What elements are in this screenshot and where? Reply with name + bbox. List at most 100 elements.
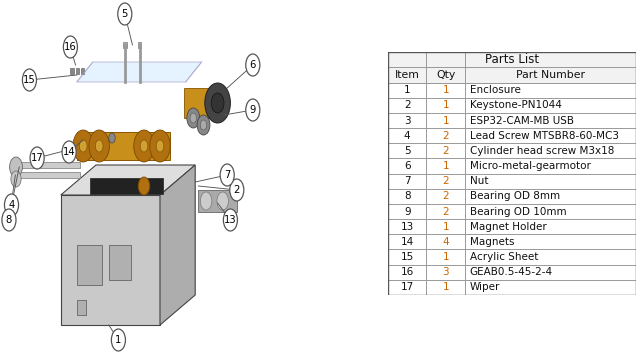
Polygon shape <box>160 165 195 325</box>
Text: 17: 17 <box>401 282 414 292</box>
Bar <box>388 67 636 83</box>
Bar <box>388 128 636 143</box>
Text: 2: 2 <box>442 191 449 202</box>
Circle shape <box>220 164 234 186</box>
Text: Keystone-PN1044: Keystone-PN1044 <box>470 100 562 110</box>
Bar <box>388 98 636 113</box>
Text: 8: 8 <box>404 191 410 202</box>
Bar <box>109 245 131 280</box>
Bar <box>388 204 636 219</box>
Circle shape <box>134 130 154 162</box>
Text: 9: 9 <box>404 207 410 216</box>
Text: 9: 9 <box>250 105 256 115</box>
Circle shape <box>2 209 16 231</box>
Bar <box>77 300 86 315</box>
Text: Bearing OD 8mm: Bearing OD 8mm <box>470 191 560 202</box>
Bar <box>388 219 636 234</box>
Circle shape <box>62 141 76 163</box>
Text: 7: 7 <box>404 176 410 186</box>
Circle shape <box>150 130 170 162</box>
Bar <box>388 250 636 265</box>
Text: 2: 2 <box>442 207 449 216</box>
Text: 3: 3 <box>442 267 449 277</box>
Bar <box>123 42 127 48</box>
Text: 8: 8 <box>6 215 12 225</box>
Text: 1: 1 <box>442 222 449 232</box>
Text: 1: 1 <box>442 100 449 110</box>
Text: 2: 2 <box>442 131 449 141</box>
Text: Nut: Nut <box>470 176 488 186</box>
Polygon shape <box>77 62 202 82</box>
Text: 5: 5 <box>404 146 410 156</box>
Text: 13: 13 <box>401 222 414 232</box>
Text: Qty: Qty <box>436 70 455 80</box>
Text: 1: 1 <box>442 85 449 95</box>
Circle shape <box>187 108 200 128</box>
Text: 1: 1 <box>442 161 449 171</box>
Bar <box>388 52 636 67</box>
Text: Item: Item <box>395 70 420 80</box>
Bar <box>81 68 84 74</box>
Text: Parts List: Parts List <box>485 53 539 66</box>
Text: Cylinder head screw M3x18: Cylinder head screw M3x18 <box>470 146 614 156</box>
Text: ESP32-CAM-MB USB: ESP32-CAM-MB USB <box>470 115 574 126</box>
Bar <box>388 113 636 128</box>
Text: 4: 4 <box>442 237 449 247</box>
Circle shape <box>197 115 210 135</box>
Text: Lead Screw MTSBR8-60-MC3: Lead Screw MTSBR8-60-MC3 <box>470 131 619 141</box>
Circle shape <box>205 83 230 123</box>
Text: 6: 6 <box>250 60 256 70</box>
Text: 2: 2 <box>404 100 410 110</box>
Bar <box>388 234 636 250</box>
Text: 2: 2 <box>234 185 240 195</box>
Circle shape <box>4 194 19 216</box>
Bar <box>184 88 216 118</box>
Text: Wiper: Wiper <box>470 282 500 292</box>
Text: 15: 15 <box>401 252 414 262</box>
Circle shape <box>118 3 132 25</box>
Text: 1: 1 <box>115 335 122 345</box>
Text: Micro-metal-gearmotor: Micro-metal-gearmotor <box>470 161 591 171</box>
Text: 3: 3 <box>404 115 410 126</box>
Text: 1: 1 <box>442 282 449 292</box>
Circle shape <box>111 329 125 351</box>
Text: 16: 16 <box>64 42 77 52</box>
Circle shape <box>30 147 44 169</box>
Bar <box>388 143 636 158</box>
Text: 1: 1 <box>404 85 410 95</box>
Text: 2: 2 <box>442 146 449 156</box>
Text: Magnet Holder: Magnet Holder <box>470 222 547 232</box>
Circle shape <box>73 130 93 162</box>
Circle shape <box>10 157 22 177</box>
Bar <box>77 245 102 285</box>
Circle shape <box>63 36 77 58</box>
Text: 6: 6 <box>404 161 410 171</box>
Bar <box>388 158 636 174</box>
Circle shape <box>95 140 103 152</box>
Bar <box>90 178 163 194</box>
Text: 14: 14 <box>401 237 414 247</box>
Bar <box>198 190 237 212</box>
Text: Enclosure: Enclosure <box>470 85 521 95</box>
Circle shape <box>190 113 196 123</box>
Text: 7: 7 <box>224 170 230 180</box>
Text: 1: 1 <box>442 252 449 262</box>
Bar <box>388 265 636 280</box>
Bar <box>70 68 74 74</box>
Circle shape <box>79 140 87 152</box>
Bar <box>19 162 80 168</box>
Circle shape <box>156 140 164 152</box>
Text: GEAB0.5-45-2-4: GEAB0.5-45-2-4 <box>470 267 553 277</box>
Text: 13: 13 <box>224 215 237 225</box>
Bar <box>388 83 636 98</box>
Circle shape <box>200 192 212 210</box>
Text: 1: 1 <box>442 115 449 126</box>
Circle shape <box>200 120 207 130</box>
Text: 4: 4 <box>8 200 15 210</box>
Circle shape <box>109 133 115 143</box>
Bar <box>388 189 636 204</box>
Circle shape <box>246 54 260 76</box>
Text: Acrylic Sheet: Acrylic Sheet <box>470 252 538 262</box>
Circle shape <box>211 93 224 113</box>
Bar <box>77 132 170 160</box>
